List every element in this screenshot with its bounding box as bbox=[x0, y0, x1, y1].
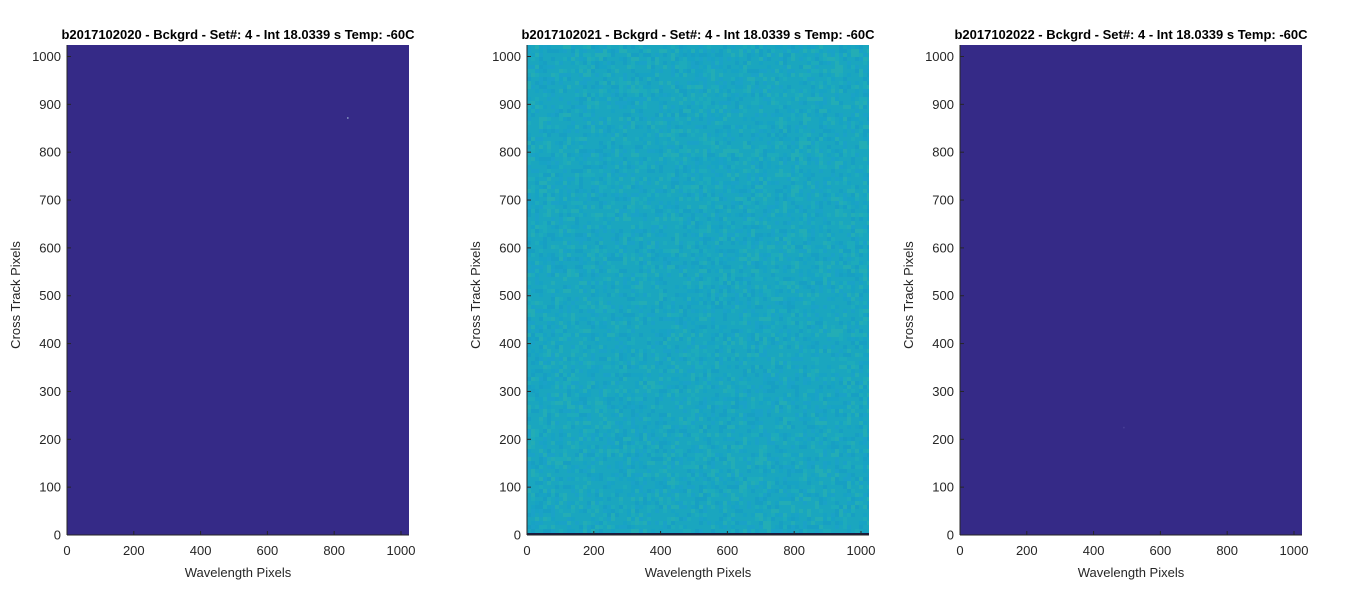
x-axis-label: Wavelength Pixels bbox=[185, 565, 292, 580]
y-tick-label: 800 bbox=[499, 145, 521, 160]
y-tick-label: 400 bbox=[932, 336, 954, 351]
y-tick-label: 0 bbox=[947, 528, 954, 543]
y-tick-label: 200 bbox=[499, 432, 521, 447]
y-tick-label: 600 bbox=[499, 240, 521, 255]
y-tick-label: 700 bbox=[39, 193, 61, 208]
y-tick-label: 100 bbox=[499, 480, 521, 495]
x-tick-label: 400 bbox=[650, 543, 672, 558]
x-tick-label: 600 bbox=[717, 543, 739, 558]
x-tick-label: 0 bbox=[523, 543, 530, 558]
y-tick-label: 500 bbox=[932, 288, 954, 303]
x-tick-label: 200 bbox=[123, 543, 145, 558]
y-tick-label: 800 bbox=[932, 145, 954, 160]
hot-pixel-1 bbox=[347, 117, 349, 119]
y-tick-label: 400 bbox=[39, 336, 61, 351]
y-axis-label: Cross Track Pixels bbox=[901, 241, 916, 349]
x-axis-label: Wavelength Pixels bbox=[1078, 565, 1185, 580]
y-tick-label: 300 bbox=[499, 384, 521, 399]
panel-title: b2017102021 - Bckgrd - Set#: 4 - Int 18.… bbox=[521, 27, 875, 42]
y-tick-label: 900 bbox=[39, 97, 61, 112]
y-tick-label: 100 bbox=[39, 480, 61, 495]
y-tick-label: 1000 bbox=[32, 49, 61, 64]
y-tick-label: 200 bbox=[932, 432, 954, 447]
x-tick-label: 0 bbox=[63, 543, 70, 558]
y-tick-label: 400 bbox=[499, 336, 521, 351]
heatmap-noise bbox=[527, 45, 869, 535]
y-axis-label: Cross Track Pixels bbox=[8, 241, 23, 349]
x-tick-label: 200 bbox=[583, 543, 605, 558]
x-axis-label: Wavelength Pixels bbox=[645, 565, 752, 580]
y-tick-label: 600 bbox=[39, 240, 61, 255]
x-tick-label: 1000 bbox=[1280, 543, 1309, 558]
x-tick-label: 600 bbox=[257, 543, 279, 558]
y-axis-label: Cross Track Pixels bbox=[468, 241, 483, 349]
x-tick-label: 1000 bbox=[387, 543, 416, 558]
x-tick-label: 0 bbox=[956, 543, 963, 558]
y-tick-label: 500 bbox=[499, 288, 521, 303]
panel-title: b2017102022 - Bckgrd - Set#: 4 - Int 18.… bbox=[954, 27, 1308, 42]
heatmap-image bbox=[960, 45, 1302, 535]
x-tick-label: 800 bbox=[783, 543, 805, 558]
y-tick-label: 1000 bbox=[492, 49, 521, 64]
y-tick-label: 300 bbox=[39, 384, 61, 399]
panel-3: 0 100 200 300 400 500 600 700 800 900 1000 0 200 400 6… bbox=[901, 27, 1308, 580]
panel-1: 0 100 200 300 400 500 600 700 800 900 1000 0 200 400 6… bbox=[8, 27, 415, 580]
x-tick-label: 400 bbox=[190, 543, 212, 558]
y-tick-label: 800 bbox=[39, 145, 61, 160]
y-tick-label: 100 bbox=[932, 480, 954, 495]
y-tick-label: 500 bbox=[39, 288, 61, 303]
panel-title: b2017102020 - Bckgrd - Set#: 4 - Int 18.… bbox=[61, 27, 415, 42]
y-tick-label: 0 bbox=[54, 528, 61, 543]
x-tick-label: 200 bbox=[1016, 543, 1038, 558]
y-tick-label: 200 bbox=[39, 432, 61, 447]
x-tick-label: 800 bbox=[323, 543, 345, 558]
y-tick-label: 1000 bbox=[925, 49, 954, 64]
heatmap-image bbox=[67, 45, 409, 535]
x-tick-label: 400 bbox=[1083, 543, 1105, 558]
y-tick-label: 900 bbox=[499, 97, 521, 112]
panel-2: 0 100 200 300 400 500 600 700 800 900 1000 0 200 400 6… bbox=[468, 27, 875, 580]
y-tick-label: 900 bbox=[932, 97, 954, 112]
x-tick-label: 1000 bbox=[847, 543, 876, 558]
hot-pixel-1 bbox=[1123, 426, 1125, 429]
y-tick-label: 700 bbox=[499, 193, 521, 208]
y-tick-label: 300 bbox=[932, 384, 954, 399]
y-tick-label: 700 bbox=[932, 193, 954, 208]
y-tick-label: 600 bbox=[932, 240, 954, 255]
x-tick-label: 600 bbox=[1150, 543, 1172, 558]
x-tick-label: 800 bbox=[1216, 543, 1238, 558]
y-tick-label: 0 bbox=[514, 528, 521, 543]
